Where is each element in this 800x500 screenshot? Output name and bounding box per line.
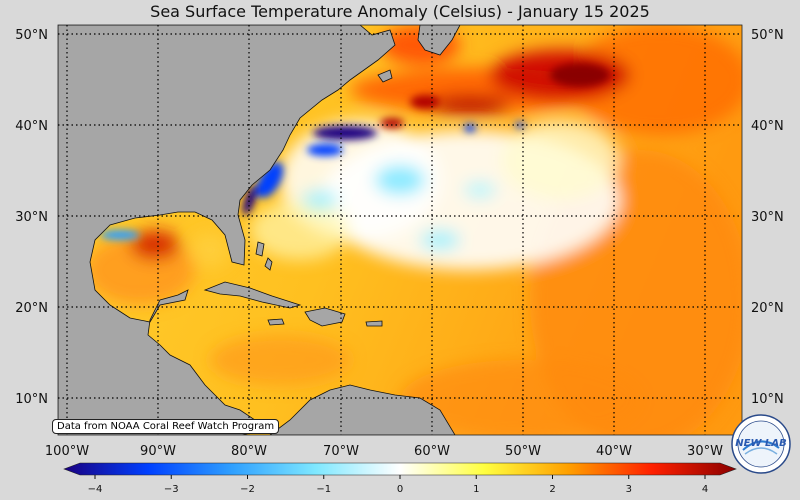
lat-label: 10°N [751,392,784,407]
lon-label: 40°W [596,444,632,459]
colorbar-tick-label: −4 [88,484,103,495]
colorbar-tick-label: −3 [164,484,179,495]
graticule [58,25,742,435]
colorbar-tick-label: −1 [316,484,331,495]
colorbar-bar [63,462,737,476]
logo-text: NEW LAB [735,438,786,449]
map-area [58,25,742,435]
colorbar-tick-label: 2 [549,484,555,495]
lat-labels-right: 50°N 40°N 30°N 20°N 10°N [751,28,784,407]
colorbar-tick-label: −2 [240,484,255,495]
lon-label: 50°W [505,444,541,459]
lat-label: 10°N [15,392,48,407]
lat-label: 20°N [15,301,48,316]
data-credit: Data from NOAA Coral Reef Watch Program [52,419,280,434]
lon-label: 30°W [687,444,723,459]
colorbar-tick-label: 4 [702,484,708,495]
lab-logo: NEW LAB [731,414,791,474]
lat-label: 50°N [15,28,48,43]
colorbar-tick-label: 1 [473,484,479,495]
lon-label: 100°W [45,444,89,459]
lon-label: 70°W [323,444,359,459]
anomaly-blobs [60,25,742,435]
colorbar-tick-label: 3 [626,484,632,495]
colorbar: −4 −3 −2 −1 0 1 2 3 4 [63,462,737,495]
lon-labels: 100°W 90°W 80°W 70°W 60°W 50°W 40°W 30°W [45,444,723,459]
lat-label: 50°N [751,28,784,43]
lon-label: 90°W [140,444,176,459]
lon-label: 80°W [231,444,267,459]
lat-label: 30°N [751,210,784,225]
map-frame [57,24,743,436]
lat-label: 40°N [751,119,784,134]
lat-labels-left: 50°N 40°N 30°N 20°N 10°N [15,28,48,407]
lon-label: 60°W [414,444,450,459]
lat-label: 20°N [751,301,784,316]
cold-anomalies [100,63,610,240]
lat-label: 40°N [15,119,48,134]
map-title: Sea Surface Temperature Anomaly (Celsius… [150,2,650,21]
lat-label: 30°N [15,210,48,225]
colorbar-ticks: −4 −3 −2 −1 0 1 2 3 4 [88,475,708,495]
land-masses [58,25,461,435]
colorbar-tick-label: 0 [397,484,403,495]
